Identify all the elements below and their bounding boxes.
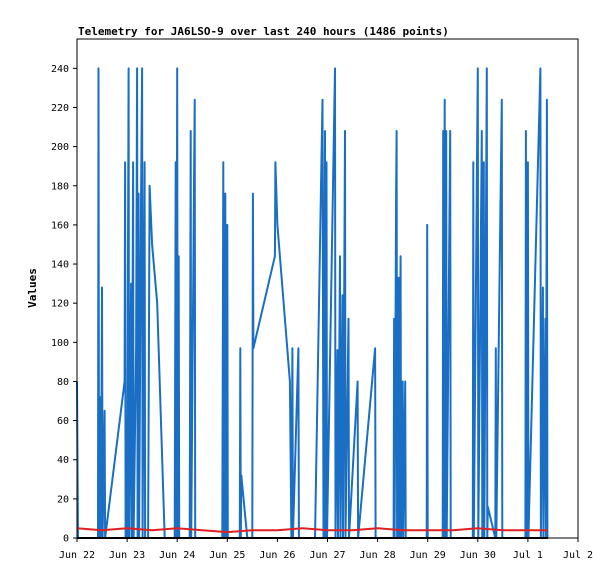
y-tick-label: 100 [51,338,69,349]
y-tick-label: 20 [57,494,69,505]
x-tick-label: Jun 22 [59,550,95,561]
x-axis-ticks: Jun 22 Jun 23 Jun 24 Jun 25 Jun 26 Jun 27 Jun … [59,538,593,561]
x-tick-label: Jul 1 [513,550,543,561]
x-tick-label: Jul 2 [563,550,593,561]
y-tick-label: 160 [51,220,69,231]
y-tick-label: 60 [57,416,69,427]
y-tick-label: 0 [63,534,69,545]
x-tick-label: Jun 24 [159,550,195,561]
y-tick-label: 180 [51,181,69,192]
y-axis-label: Values [26,268,39,308]
x-tick-label: Jun 27 [309,550,345,561]
y-tick-label: 120 [51,299,69,310]
y-tick-label: 40 [57,455,69,466]
series-line-0 [76,67,549,539]
y-tick-label: 80 [57,377,69,388]
x-tick-label: Jun 25 [209,550,245,561]
x-tick-label: Jun 23 [109,550,145,561]
y-tick-label: 140 [51,260,69,271]
series-line-1 [76,527,548,534]
y-tick-label: 200 [51,142,69,153]
x-tick-label: Jun 26 [259,550,295,561]
x-tick-label: Jun 30 [460,550,496,561]
y-tick-label: 220 [51,103,69,114]
x-tick-label: Jun 28 [360,550,396,561]
plot-frame [76,38,579,539]
y-axis-ticks: 0 20 40 60 80 100 120 140 160 180 200 220 240 [51,64,77,545]
series-layer [76,67,549,539]
x-tick-label: Jun 29 [410,550,446,561]
y-tick-label: 240 [51,64,69,75]
chart-title: Telemetry for JA6LSO-9 over last 240 hou… [78,25,449,38]
